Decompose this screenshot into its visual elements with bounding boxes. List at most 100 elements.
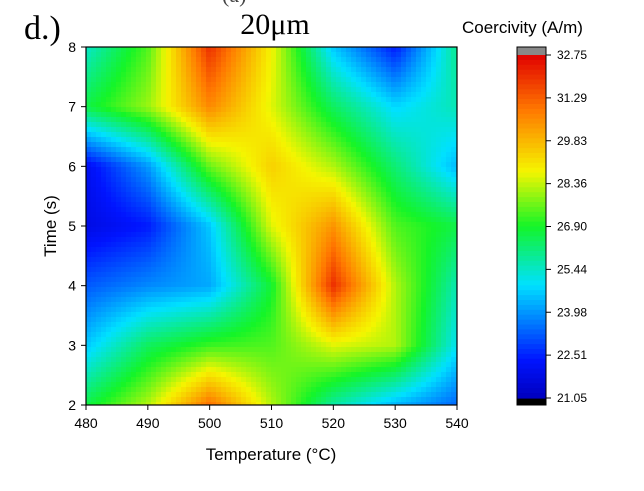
contour-cell (256, 137, 262, 143)
contour-cell (241, 237, 247, 243)
contour-cell (236, 162, 242, 168)
contour-cell (331, 47, 337, 53)
contour-cell (351, 127, 357, 133)
contour-cell (136, 277, 142, 283)
contour-cell (251, 52, 257, 58)
contour-cell (341, 357, 347, 363)
contour-cell (406, 177, 412, 183)
contour-cell (156, 332, 162, 338)
contour-cell (316, 192, 322, 198)
contour-cell (366, 122, 372, 128)
contour-cell (391, 167, 397, 173)
contour-cell (326, 57, 332, 63)
contour-cell (246, 57, 252, 63)
contour-cell (436, 287, 442, 293)
contour-cell (171, 317, 177, 323)
contour-cell (371, 167, 377, 173)
contour-cell (106, 202, 112, 208)
contour-cell (196, 72, 202, 78)
contour-cell (336, 152, 342, 158)
contour-cell (251, 337, 257, 343)
contour-cell (336, 332, 342, 338)
contour-cell (376, 362, 382, 368)
contour-cell (386, 207, 392, 213)
contour-cell (176, 362, 182, 368)
contour-cell (286, 267, 292, 273)
contour-cell (241, 167, 247, 173)
contour-cell (126, 207, 132, 213)
contour-cell (441, 157, 447, 163)
contour-cell (216, 77, 222, 83)
contour-cell (291, 202, 297, 208)
contour-cell (246, 242, 252, 248)
contour-cell (316, 342, 322, 348)
contour-cell (356, 92, 362, 98)
contour-cell (151, 137, 157, 143)
contour-cell (276, 302, 282, 308)
contour-cell (366, 252, 372, 258)
contour-cell (376, 292, 382, 298)
contour-cell (146, 87, 152, 93)
contour-cell (116, 237, 122, 243)
contour-cell (281, 122, 287, 128)
contour-cell (116, 337, 122, 343)
contour-cell (416, 272, 422, 278)
contour-cell (266, 377, 272, 383)
contour-cell (221, 197, 227, 203)
contour-cell (446, 207, 452, 213)
contour-cell (451, 242, 457, 248)
contour-cell (171, 72, 177, 78)
contour-cell (306, 332, 312, 338)
contour-cell (256, 307, 262, 313)
contour-cell (381, 247, 387, 253)
contour-cell (226, 102, 232, 108)
contour-cell (451, 247, 457, 253)
contour-cell (221, 122, 227, 128)
contour-cell (191, 62, 197, 68)
contour-cell (146, 277, 152, 283)
contour-cell (216, 247, 222, 253)
contour-cell (346, 372, 352, 378)
contour-cell (181, 337, 187, 343)
contour-cell (251, 87, 257, 93)
contour-cell (121, 362, 127, 368)
contour-cell (366, 127, 372, 133)
contour-cell (276, 122, 282, 128)
contour-cell (206, 222, 212, 228)
contour-cell (426, 47, 432, 53)
contour-cell (346, 72, 352, 78)
contour-cell (111, 282, 117, 288)
contour-cell (361, 207, 367, 213)
contour-cell (421, 122, 427, 128)
contour-cell (296, 107, 302, 113)
contour-cell (246, 127, 252, 133)
contour-cell (436, 147, 442, 153)
contour-cell (181, 82, 187, 88)
contour-cell (111, 82, 117, 88)
contour-cell (436, 47, 442, 53)
contour-cell (376, 207, 382, 213)
contour-cell (256, 282, 262, 288)
contour-cell (346, 302, 352, 308)
contour-cell (411, 57, 417, 63)
contour-cell (326, 87, 332, 93)
contour-cell (281, 292, 287, 298)
contour-cell (326, 142, 332, 148)
contour-cell (236, 187, 242, 193)
contour-cell (391, 202, 397, 208)
contour-cell (341, 152, 347, 158)
contour-cell (261, 77, 267, 83)
contour-cell (236, 117, 242, 123)
contour-cell (251, 317, 257, 323)
contour-cell (416, 282, 422, 288)
contour-cell (451, 287, 457, 293)
contour-cell (286, 292, 292, 298)
contour-cell (221, 292, 227, 298)
contour-cell (401, 227, 407, 233)
contour-cell (326, 302, 332, 308)
contour-cell (201, 322, 207, 328)
contour-cell (86, 72, 92, 78)
contour-cell (196, 47, 202, 53)
contour-cell (276, 172, 282, 178)
contour-cell (86, 312, 92, 318)
